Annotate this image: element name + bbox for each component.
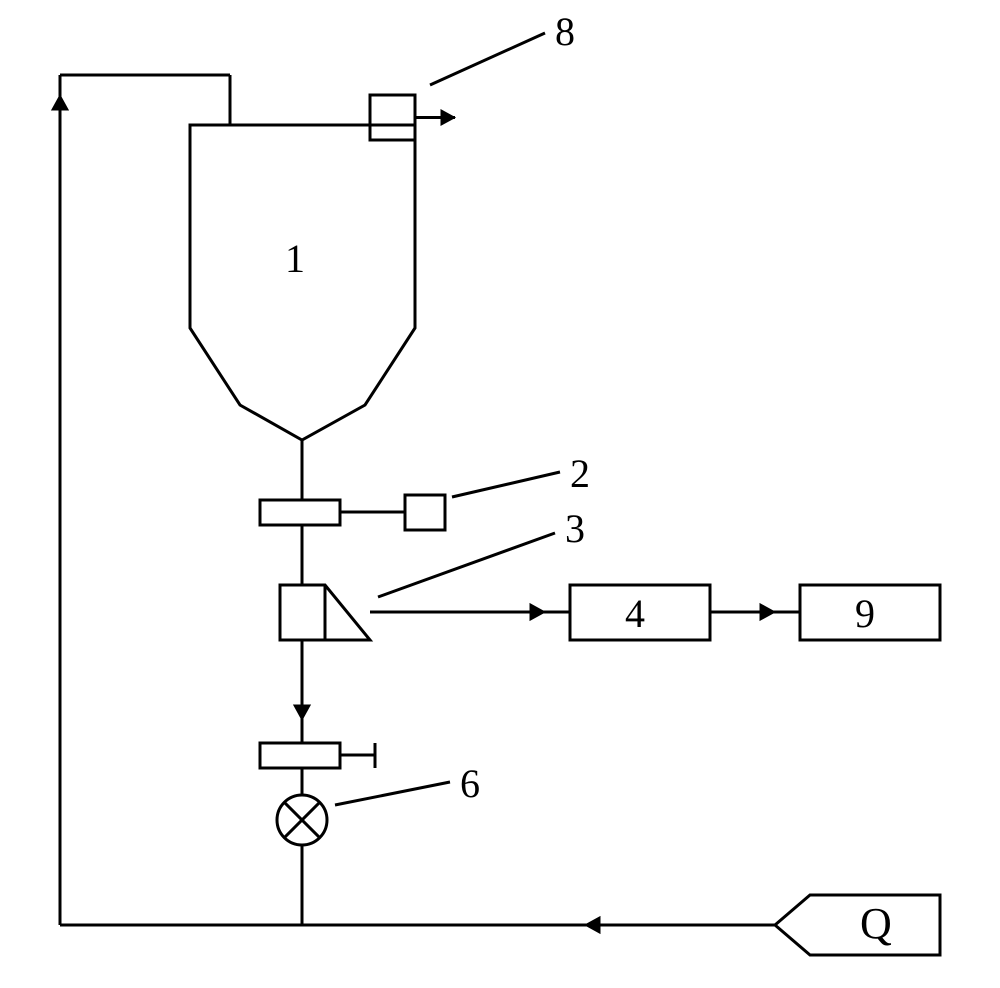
- label-Q: Q: [860, 898, 892, 949]
- gate-5-body: [260, 743, 340, 768]
- hopper-outline: [190, 125, 415, 440]
- label-8: 8: [555, 8, 575, 55]
- diagram-canvas: [0, 0, 1000, 988]
- label-3: 3: [565, 505, 585, 552]
- label-2: 2: [570, 450, 590, 497]
- arrow-4-to-9: [760, 604, 775, 621]
- arrow-loop-bottom: [585, 917, 600, 934]
- label-6: 6: [460, 760, 480, 807]
- arrow-loop-up: [52, 95, 69, 110]
- label-1: 1: [285, 235, 305, 282]
- source-Q: [775, 895, 940, 955]
- valve-2-body: [260, 500, 340, 525]
- port-8: [370, 95, 415, 140]
- leader-6: [335, 782, 450, 805]
- label-4: 4: [625, 590, 645, 637]
- arrow-down-mid: [294, 705, 311, 720]
- label-9: 9: [855, 590, 875, 637]
- valve-2-actuator: [405, 495, 445, 530]
- port-8-arrow: [441, 110, 455, 125]
- leader-2: [452, 472, 560, 497]
- arrow-3-to-4: [530, 604, 545, 621]
- leader-8: [430, 33, 545, 85]
- leader-3: [378, 533, 555, 597]
